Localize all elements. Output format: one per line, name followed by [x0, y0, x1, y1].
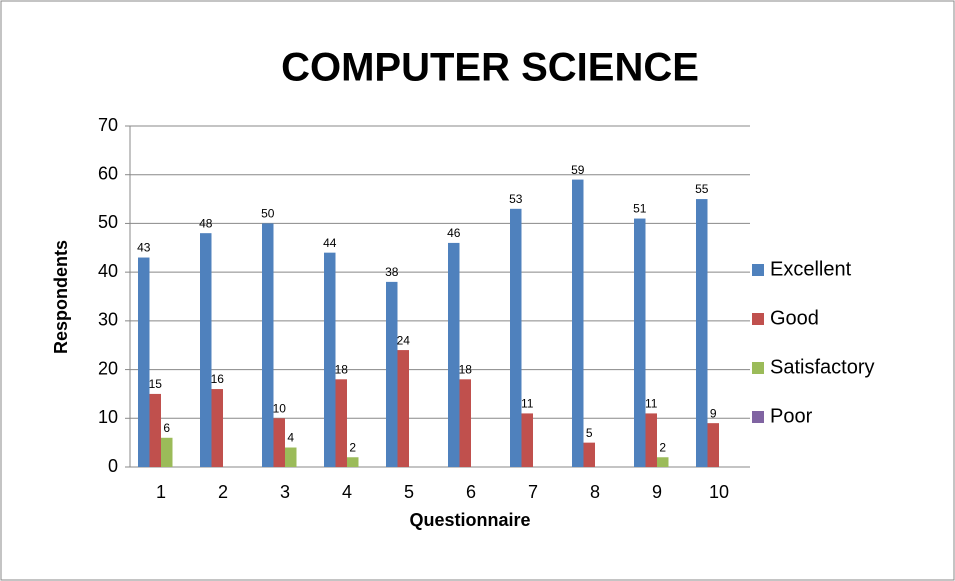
- bar: [459, 379, 471, 467]
- bar: [262, 223, 274, 467]
- legend-label: Satisfactory: [770, 356, 874, 378]
- x-tick-label: 7: [528, 482, 538, 502]
- data-label: 38: [385, 265, 399, 279]
- bar: [572, 179, 584, 468]
- bar: [211, 389, 223, 467]
- bar: [510, 208, 522, 468]
- data-label: 50: [261, 207, 275, 221]
- data-label: 44: [323, 236, 337, 250]
- bar: [448, 242, 460, 467]
- data-label: 59: [571, 163, 585, 177]
- x-tick-label: 5: [404, 482, 414, 502]
- legend-swatch: [752, 313, 764, 325]
- y-tick-label: 20: [98, 358, 118, 378]
- legend-label: Excellent: [770, 258, 852, 280]
- bar: [657, 457, 669, 467]
- data-label: 11: [645, 397, 658, 411]
- data-label: 16: [211, 372, 225, 386]
- bar: [583, 442, 595, 467]
- bar: [335, 379, 347, 467]
- x-tick-label: 1: [156, 482, 166, 502]
- legend-swatch: [752, 362, 764, 374]
- data-label: 15: [149, 377, 163, 391]
- bar: [200, 233, 212, 467]
- bar: [285, 447, 297, 467]
- data-label: 6: [163, 421, 170, 435]
- legend-swatch: [752, 264, 764, 276]
- bar: [634, 218, 646, 467]
- data-label: 18: [459, 362, 473, 376]
- bar: [386, 281, 398, 467]
- y-tick-label: 60: [98, 163, 118, 183]
- data-label: 55: [695, 182, 709, 196]
- legend-swatch: [752, 411, 764, 423]
- bar: [397, 350, 409, 467]
- data-label: 2: [659, 440, 666, 454]
- bar: [138, 257, 150, 467]
- y-tick-label: 0: [108, 456, 118, 476]
- y-tick-label: 50: [98, 212, 118, 232]
- bar: [273, 418, 285, 467]
- data-label: 24: [397, 333, 411, 347]
- data-label: 11: [521, 397, 534, 411]
- y-tick-label: 40: [98, 261, 118, 281]
- data-label: 18: [335, 362, 349, 376]
- chart-title: COMPUTER SCIENCE: [281, 46, 699, 90]
- y-tick-label: 70: [98, 115, 118, 135]
- x-tick-label: 2: [218, 482, 228, 502]
- x-tick-label: 9: [652, 482, 662, 502]
- legend-label: Poor: [770, 405, 813, 427]
- data-label: 53: [509, 192, 523, 206]
- legend-label: Good: [770, 307, 819, 329]
- x-tick-label: 10: [709, 482, 729, 502]
- data-label: 5: [586, 426, 593, 440]
- bar: [324, 252, 336, 467]
- data-label: 48: [199, 216, 213, 230]
- bar: [149, 393, 161, 467]
- bar: [645, 413, 657, 467]
- data-label: 4: [287, 431, 294, 445]
- data-label: 9: [710, 406, 717, 420]
- y-axis-label: Respondents: [51, 240, 71, 354]
- bar: [161, 437, 173, 467]
- x-tick-label: 8: [590, 482, 600, 502]
- data-label: 2: [349, 440, 356, 454]
- bar: [696, 199, 708, 468]
- y-tick-label: 30: [98, 310, 118, 330]
- x-axis-label: Questionnaire: [409, 510, 530, 530]
- data-label: 43: [137, 241, 151, 255]
- x-tick-label: 4: [342, 482, 352, 502]
- y-tick-label: 10: [98, 407, 118, 427]
- bar: [707, 423, 719, 467]
- bar: [347, 457, 359, 467]
- data-label: 10: [273, 401, 287, 415]
- x-tick-label: 6: [466, 482, 476, 502]
- data-label: 46: [447, 226, 461, 240]
- data-label: 51: [633, 202, 647, 216]
- x-tick-label: 3: [280, 482, 290, 502]
- bar: [521, 413, 533, 467]
